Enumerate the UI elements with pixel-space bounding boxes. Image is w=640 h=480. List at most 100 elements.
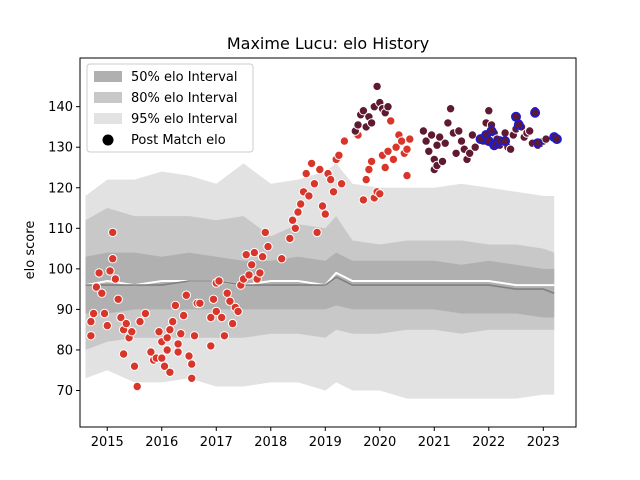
data-point bbox=[206, 341, 216, 351]
data-point bbox=[187, 359, 197, 369]
data-point bbox=[105, 266, 115, 276]
data-point bbox=[532, 138, 543, 149]
data-point bbox=[88, 308, 99, 319]
data-point bbox=[168, 316, 178, 327]
data-point bbox=[214, 276, 224, 286]
data-point bbox=[277, 254, 287, 264]
x-tick-label: 2020 bbox=[363, 435, 396, 450]
data-point bbox=[165, 367, 175, 377]
data-point bbox=[432, 140, 442, 150]
data-point bbox=[173, 339, 183, 349]
data-point bbox=[293, 207, 303, 217]
legend-swatch bbox=[94, 92, 122, 103]
data-point bbox=[435, 132, 445, 142]
data-point bbox=[312, 227, 322, 238]
data-point bbox=[247, 260, 257, 270]
data-point bbox=[187, 373, 197, 383]
data-point bbox=[336, 179, 347, 189]
data-point bbox=[132, 381, 142, 392]
data-point bbox=[317, 201, 328, 211]
data-point bbox=[500, 136, 511, 147]
data-point bbox=[184, 351, 194, 361]
legend-label: Post Match elo bbox=[131, 133, 226, 148]
data-point bbox=[396, 136, 407, 146]
data-point bbox=[358, 106, 369, 116]
data-point bbox=[366, 156, 377, 167]
data-point bbox=[244, 270, 254, 280]
data-point bbox=[530, 107, 541, 118]
data-point bbox=[225, 296, 235, 306]
data-point bbox=[176, 329, 186, 339]
y-tick-label: 140 bbox=[48, 100, 73, 115]
data-point bbox=[257, 252, 268, 262]
data-point bbox=[541, 134, 551, 144]
data-point bbox=[456, 136, 467, 146]
data-point bbox=[121, 318, 132, 329]
data-point bbox=[440, 138, 450, 148]
data-point bbox=[402, 144, 412, 154]
data-point bbox=[178, 310, 189, 321]
x-tick-label: 2022 bbox=[472, 435, 505, 450]
data-point bbox=[388, 154, 399, 165]
data-point bbox=[110, 274, 121, 284]
x-tick-label: 2016 bbox=[145, 435, 178, 450]
x-tick-label: 2021 bbox=[418, 435, 451, 450]
data-point bbox=[424, 146, 434, 157]
x-tick-label: 2017 bbox=[200, 435, 233, 450]
data-point bbox=[108, 254, 118, 264]
y-tick-label: 110 bbox=[48, 222, 73, 237]
legend-label: 95% elo Interval bbox=[131, 112, 238, 127]
data-point bbox=[421, 136, 431, 146]
data-point bbox=[380, 162, 390, 173]
data-point bbox=[222, 288, 232, 298]
y-tick-label: 90 bbox=[56, 303, 73, 318]
data-point bbox=[383, 146, 393, 157]
data-point bbox=[320, 209, 330, 219]
data-point bbox=[116, 312, 126, 323]
data-point bbox=[255, 268, 265, 278]
data-point bbox=[113, 294, 123, 304]
data-point bbox=[290, 223, 300, 234]
data-point bbox=[437, 156, 448, 167]
data-point bbox=[157, 353, 167, 363]
data-point bbox=[108, 227, 118, 238]
data-point bbox=[227, 318, 238, 329]
data-point bbox=[364, 164, 374, 175]
data-point bbox=[386, 116, 396, 126]
data-point bbox=[372, 81, 382, 92]
y-tick-label: 80 bbox=[56, 343, 73, 358]
y-axis-label: elo score bbox=[23, 221, 38, 280]
data-point bbox=[328, 187, 339, 197]
data-point bbox=[383, 102, 393, 112]
data-point bbox=[208, 294, 219, 304]
data-point bbox=[211, 306, 222, 317]
data-point bbox=[500, 128, 510, 138]
median-elo-line bbox=[85, 276, 555, 294]
data-point bbox=[99, 308, 110, 319]
data-point bbox=[206, 312, 216, 323]
x-tick-label: 2015 bbox=[91, 435, 124, 450]
data-point bbox=[391, 142, 401, 152]
data-point bbox=[97, 288, 107, 298]
data-point bbox=[513, 119, 524, 130]
data-point bbox=[486, 126, 497, 137]
data-point bbox=[260, 227, 270, 238]
mean-elo-line bbox=[85, 271, 555, 287]
data-point bbox=[451, 148, 461, 159]
data-point bbox=[195, 298, 205, 308]
data-point bbox=[173, 347, 183, 357]
data-point bbox=[551, 134, 562, 145]
x-axis: 2015 2016 2017 2018 2019 2020 2021 2022 2023 bbox=[91, 427, 560, 450]
legend-label: 80% elo Interval bbox=[131, 91, 238, 106]
data-point bbox=[334, 150, 344, 161]
data-point bbox=[241, 250, 251, 260]
data-point bbox=[127, 327, 137, 337]
data-point bbox=[219, 331, 230, 341]
data-point bbox=[445, 104, 456, 114]
data-point bbox=[86, 331, 96, 341]
data-point bbox=[129, 361, 140, 371]
plot-frame bbox=[79, 57, 577, 428]
data-point bbox=[402, 170, 412, 181]
data-point bbox=[249, 247, 260, 258]
